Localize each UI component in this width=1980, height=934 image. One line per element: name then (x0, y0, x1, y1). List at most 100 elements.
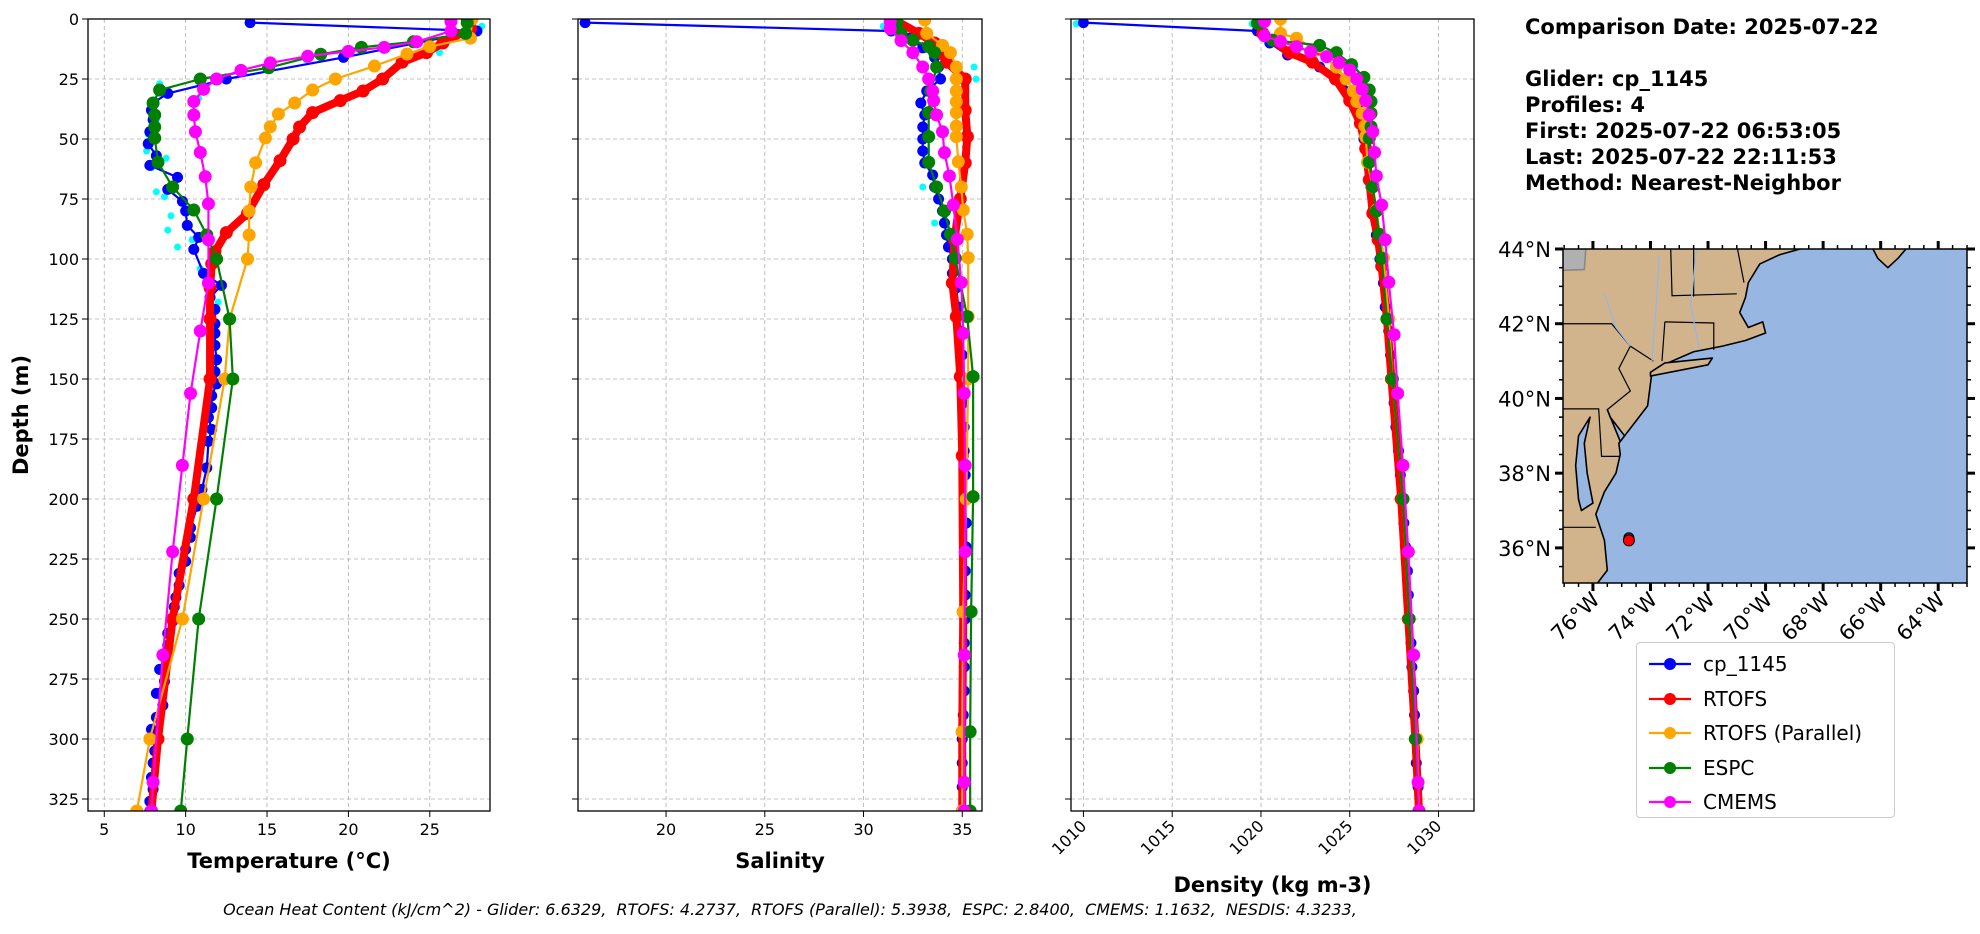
cmems-marker (956, 326, 970, 340)
espc-marker (964, 605, 978, 619)
y-axis-label: Depth (m) (9, 355, 33, 475)
legend-item-rtofs: RTOFS (1637, 682, 1894, 716)
x-tick-label: 10 (175, 820, 195, 839)
cp_1145-marker (172, 171, 184, 183)
cmems-marker (1332, 56, 1346, 70)
lon-tick-label: 68°W (1777, 587, 1835, 645)
rtofs_p-marker (242, 228, 256, 242)
cmems-marker (1304, 45, 1318, 59)
x-tick-label: 1010 (1048, 816, 1090, 858)
cmems-marker (144, 804, 158, 811)
rtofs_p-marker (175, 612, 189, 626)
raw-profile-point (214, 298, 222, 306)
espc-marker (1375, 251, 1389, 265)
lon-tick-label: 72°W (1662, 587, 1720, 645)
espc-marker (193, 72, 207, 86)
x-tick-label: 1015 (1137, 816, 1179, 858)
cmems-marker (201, 233, 215, 247)
espc-line (152, 22, 469, 811)
cmems-marker (341, 44, 355, 58)
cmems-marker (201, 197, 215, 211)
raw-profile-point (436, 49, 444, 57)
lon-tick-label: 64°W (1892, 587, 1950, 645)
cmems-marker (950, 232, 964, 246)
cp_1145-marker (198, 267, 210, 279)
rtofs_p-marker (242, 204, 256, 218)
rtofs-marker (187, 492, 201, 506)
land-nova-scotia (1872, 249, 1907, 269)
cmems-marker (1411, 775, 1425, 789)
cmems-marker (201, 276, 215, 290)
y-tick-label: 50 (59, 130, 79, 149)
cmems-marker (1368, 145, 1382, 159)
cmems-marker (1320, 50, 1334, 64)
rtofs-marker (286, 132, 300, 146)
rtofs_p-marker (423, 40, 437, 54)
y-tick-label: 0 (69, 10, 79, 29)
cmems-marker (954, 276, 968, 290)
ohc-nesdis: NESDIS: 4.3233, (1225, 900, 1357, 919)
axes-frame (87, 18, 491, 812)
cmems-marker (957, 648, 971, 662)
rtofs_p-marker (197, 492, 211, 506)
rtofs_p-marker (951, 155, 965, 169)
legend-line-marker-icon (1649, 692, 1691, 705)
rtofs-marker (306, 106, 320, 120)
x-axis-label: Density (kg m-3) (1173, 873, 1371, 897)
rtofs-marker (203, 372, 217, 386)
espc-marker (146, 96, 160, 110)
cp_1145-marker (935, 73, 947, 85)
state-border (1606, 345, 1632, 411)
espc-marker (960, 310, 974, 324)
rtofs-marker (1305, 55, 1319, 69)
ohc-cmems: CMEMS: 1.1632, (1085, 900, 1216, 919)
rtofs_p-marker (960, 227, 974, 241)
cmems-marker (301, 49, 315, 63)
lon-tick-label: 70°W (1719, 587, 1777, 645)
rtofs-marker (356, 84, 370, 98)
cmems-marker (957, 775, 971, 789)
espc-marker (180, 732, 194, 746)
legend: cp_1145 RTOFS RTOFS (Parallel) ESPC CMEMS (1636, 642, 1895, 818)
data-layer (579, 19, 980, 811)
espc-marker (966, 370, 980, 384)
legend-line-marker-icon (1649, 761, 1691, 774)
cmems-marker (187, 95, 201, 109)
cmems-marker (1258, 29, 1272, 43)
espc-marker (210, 252, 224, 266)
cmems-marker (1355, 82, 1369, 96)
rtofs-marker (273, 154, 287, 168)
ohc-rtofs: RTOFS: 4.2737, (616, 900, 741, 919)
raw-profile-point (167, 212, 175, 220)
ocean-heat-content-footer: Ocean Heat Content (kJ/cm^2) - Glider: 6… (0, 900, 1580, 919)
ohc-prefix: Ocean Heat Content (kJ/cm^2) - (223, 900, 487, 919)
lake-ontario (1563, 249, 1587, 272)
cmems-marker (1412, 804, 1426, 811)
cp_1145-marker (915, 97, 927, 109)
y-tick-label: 275 (48, 670, 79, 689)
raw-profile-point (174, 243, 182, 251)
espc-marker (460, 19, 474, 30)
espc-marker (922, 155, 936, 169)
y-tick-label: 75 (59, 190, 79, 209)
raw-profile-point (152, 188, 160, 196)
cmems-marker (1387, 328, 1401, 342)
lon-tick-label: 76°W (1546, 587, 1604, 645)
ohc-espc: ESPC: 2.8400, (962, 900, 1075, 919)
espc-marker (922, 130, 936, 144)
rtofs_p-marker (263, 120, 277, 134)
cmems-marker (1396, 458, 1410, 472)
espc-marker (966, 490, 980, 504)
cp_1145-marker (244, 19, 256, 29)
rtofs_p-marker (961, 251, 975, 265)
legend-item-espc: ESPC (1637, 751, 1894, 785)
raw-profile-point (972, 75, 980, 83)
espc-marker (930, 180, 944, 194)
espc-marker (1396, 492, 1410, 506)
rtofs_p-marker (949, 60, 963, 74)
espc-marker (354, 40, 368, 54)
ohc-glider: Glider: 6.6329, (486, 900, 607, 919)
rtofs-marker (293, 120, 307, 134)
rtofs_p-line (135, 19, 474, 811)
espc-marker (1329, 46, 1343, 60)
